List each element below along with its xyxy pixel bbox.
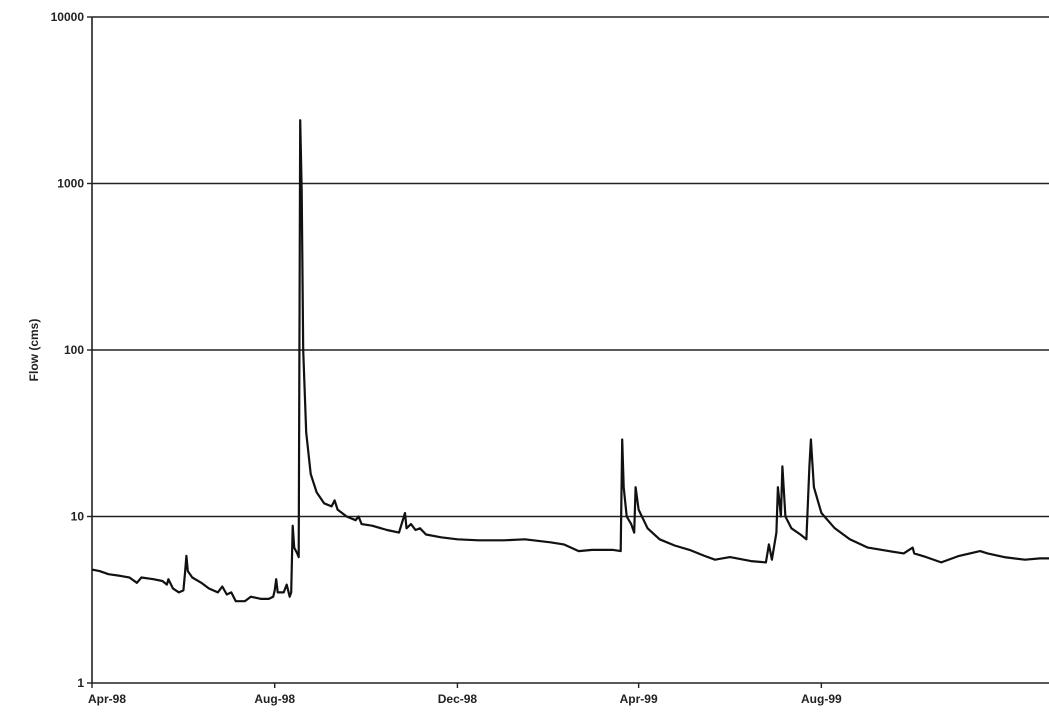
x-tick-label: Aug-99 bbox=[801, 692, 842, 706]
y-tick-label: 10 bbox=[71, 510, 85, 524]
y-tick-label: 1000 bbox=[57, 177, 84, 191]
gridlines bbox=[92, 16, 1049, 518]
y-tick-label: 10000 bbox=[51, 10, 85, 24]
x-tick-label: Aug-98 bbox=[254, 692, 295, 706]
y-tick-label: 1 bbox=[77, 676, 84, 690]
y-axis-ticks: 1 10 100 1000 10000 bbox=[51, 10, 92, 690]
x-axis-ticks: Apr-98 Aug-98 Dec-98 Apr-99 Aug-99 bbox=[88, 683, 842, 706]
x-tick-label: Apr-98 bbox=[88, 692, 126, 706]
y-tick-label: 100 bbox=[64, 343, 84, 357]
series-line-flow bbox=[91, 119, 1049, 603]
x-tick-label: Apr-99 bbox=[620, 692, 658, 706]
x-tick-label: Dec-98 bbox=[438, 692, 478, 706]
y-axis-label: Flow (cms) bbox=[27, 319, 41, 382]
